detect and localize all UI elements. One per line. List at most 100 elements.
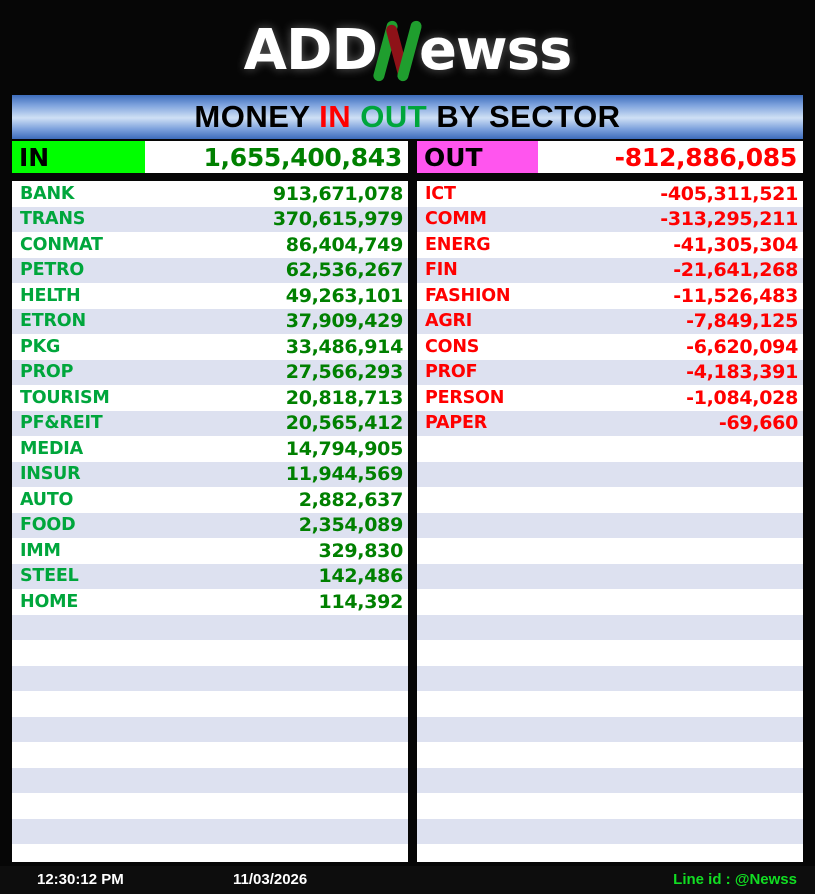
sector-amount: 27,566,293 [285, 361, 404, 384]
table-row: ICT -405,311,521 [417, 181, 803, 207]
table-row: INSUR 11,944,569 [12, 461, 408, 487]
table-row [417, 512, 803, 538]
table-row [417, 716, 803, 742]
sector-amount: 62,536,267 [285, 259, 404, 282]
sector-name: ENERG [425, 234, 491, 255]
table-row [417, 563, 803, 589]
money-in-table: BANK 913,671,078 TRANS 370,615,979 CONMAT 86,… [12, 181, 408, 862]
footer-bar: 12:30:12 PM 11/03/2026 Line id : @Newss [0, 866, 815, 894]
table-row [417, 640, 803, 666]
sector-amount: 2,354,089 [298, 514, 404, 537]
sector-amount: 20,818,713 [285, 386, 404, 409]
table-row [12, 793, 408, 819]
table-row: COMM -313,295,211 [417, 206, 803, 232]
table-row [12, 844, 408, 862]
sector-name: PROP [20, 362, 74, 383]
sector-name: BANK [20, 183, 75, 204]
sector-name: MEDIA [20, 438, 83, 459]
sector-name: AUTO [20, 489, 74, 510]
sector-amount: 913,671,078 [272, 182, 403, 205]
table-row: MEDIA 14,794,905 [12, 436, 408, 462]
table-row [417, 436, 803, 462]
sector-name: IMM [20, 540, 61, 561]
table-row: ENERG -41,305,304 [417, 232, 803, 258]
footer-time: 12:30:12 PM [37, 871, 124, 888]
sector-amount: -6,620,094 [686, 335, 798, 358]
logo-suffix: ewss [418, 18, 572, 83]
table-row: TOURISM 20,818,713 [12, 385, 408, 411]
sector-name: PERSON [425, 387, 505, 408]
summary-in-label: IN [12, 141, 145, 173]
sector-amount: 33,486,914 [285, 335, 404, 358]
table-row: HELTH 49,263,101 [12, 283, 408, 309]
summary-out-row: OUT -812,886,085 [417, 141, 803, 173]
table-row [12, 818, 408, 844]
sector-name: INSUR [20, 464, 81, 485]
money-out-table: ICT -405,311,521 COMM -313,295,211 ENERG -41,… [417, 181, 803, 862]
sector-amount: 114,392 [318, 590, 404, 613]
sector-name: STEEL [20, 566, 79, 587]
sector-name: PKG [20, 336, 61, 357]
sector-name: COMM [425, 209, 487, 230]
title-part-out: OUT [360, 99, 428, 134]
sector-amount: -21,641,268 [673, 259, 798, 282]
sector-name: HELTH [20, 285, 81, 306]
table-row: FIN -21,641,268 [417, 257, 803, 283]
table-row: PROF -4,183,391 [417, 359, 803, 385]
sector-amount: 14,794,905 [285, 437, 404, 460]
table-row [417, 614, 803, 640]
table-row [417, 589, 803, 615]
page-title-bar: MONEY IN OUT BY SECTOR [12, 95, 803, 139]
sector-name: FIN [425, 260, 458, 281]
table-row: PKG 33,486,914 [12, 334, 408, 360]
table-row [12, 716, 408, 742]
sector-amount: 370,615,979 [272, 208, 403, 231]
table-row: PETRO 62,536,267 [12, 257, 408, 283]
table-row [12, 665, 408, 691]
sector-amount: -313,295,211 [660, 208, 798, 231]
table-row [417, 461, 803, 487]
sector-name: PROF [425, 362, 478, 383]
sector-name: PAPER [425, 413, 488, 434]
sector-amount: -405,311,521 [660, 182, 798, 205]
sector-name: PETRO [20, 260, 85, 281]
table-row: AGRI -7,849,125 [417, 308, 803, 334]
table-row: IMM 329,830 [12, 538, 408, 564]
title-part-in: IN [319, 99, 352, 134]
footer-date: 11/03/2026 [233, 871, 308, 888]
table-row [417, 844, 803, 862]
table-row [417, 818, 803, 844]
table-row [417, 538, 803, 564]
sector-name: TOURISM [20, 387, 110, 408]
table-row [417, 742, 803, 768]
logo-n-icon [372, 19, 423, 83]
table-row: AUTO 2,882,637 [12, 487, 408, 513]
sector-name: AGRI [425, 311, 473, 332]
sector-name: CONS [425, 336, 480, 357]
sector-amount: 49,263,101 [285, 284, 404, 307]
table-row: STEEL 142,486 [12, 563, 408, 589]
table-row: FASHION -11,526,483 [417, 283, 803, 309]
sector-amount: 2,882,637 [298, 488, 404, 511]
table-row: PROP 27,566,293 [12, 359, 408, 385]
brand-logo: ADD ewss [0, 14, 815, 88]
table-row [417, 487, 803, 513]
table-row: PF&REIT 20,565,412 [12, 410, 408, 436]
table-row: ETRON 37,909,429 [12, 308, 408, 334]
table-row [12, 614, 408, 640]
title-part-money: MONEY [194, 99, 320, 134]
page-title: MONEY IN OUT BY SECTOR [194, 99, 620, 135]
table-row [12, 640, 408, 666]
table-row [417, 767, 803, 793]
summary-in-value: 1,655,400,843 [203, 142, 402, 172]
table-row [417, 665, 803, 691]
summary-in-row: IN 1,655,400,843 [12, 141, 408, 173]
sector-amount: 11,944,569 [285, 463, 404, 486]
table-row: CONMAT 86,404,749 [12, 232, 408, 258]
sector-name: CONMAT [20, 234, 103, 255]
table-row [12, 691, 408, 717]
sector-amount: -4,183,391 [686, 361, 798, 384]
sector-name: FASHION [425, 285, 511, 306]
table-row: BANK 913,671,078 [12, 181, 408, 207]
